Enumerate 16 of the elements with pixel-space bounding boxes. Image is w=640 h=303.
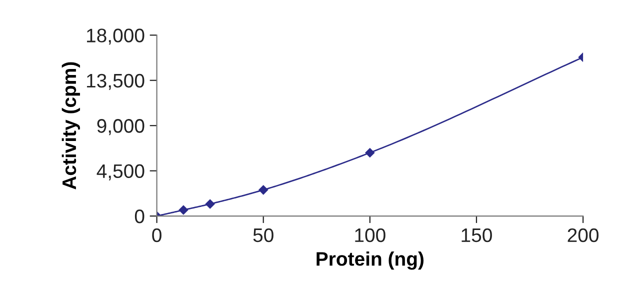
x-tick-label: 0 <box>152 228 162 242</box>
x-axis-title: Protein (ng) <box>316 252 424 270</box>
y-tick-label: 0 <box>134 210 144 224</box>
y-tick-label: 4,500 <box>96 164 144 180</box>
x-tick-label: 150 <box>462 228 492 242</box>
x-tick-label: 200 <box>568 228 598 242</box>
y-tick-label: 9,000 <box>97 119 144 136</box>
x-tick-label: 100 <box>355 228 386 242</box>
point <box>205 199 215 209</box>
point <box>365 148 375 158</box>
x-tick-label: 50 <box>253 228 274 242</box>
point <box>258 185 268 195</box>
y-axis-title: Activity (cpm) <box>62 62 80 190</box>
y-tick-label: 18,000 <box>87 28 144 45</box>
point <box>178 205 188 215</box>
y-tick-label: 13,500 <box>87 74 144 90</box>
